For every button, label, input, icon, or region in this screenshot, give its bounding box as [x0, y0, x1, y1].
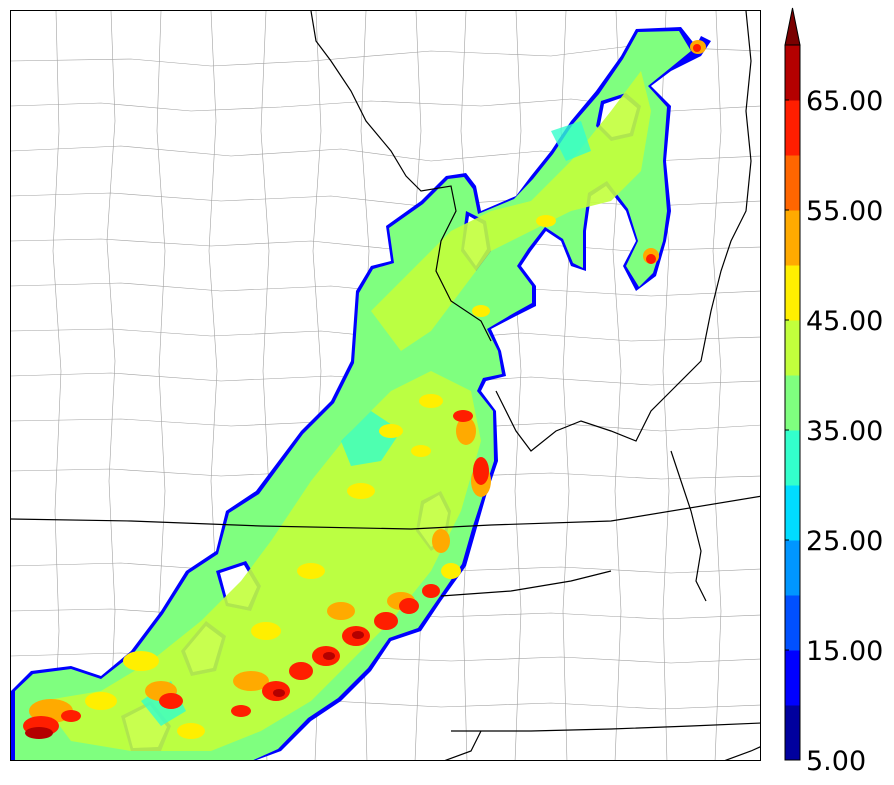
- reflectivity-swath: [11, 27, 711, 760]
- reflectivity-map: [11, 11, 760, 760]
- colorbar-segment: [785, 540, 800, 596]
- map-panel: [10, 10, 761, 761]
- colorbar-segment: [785, 155, 800, 211]
- colorbar-segment: [785, 705, 800, 761]
- colorbar-tick-label: 55.00: [806, 196, 883, 227]
- colorbar-outline: [784, 44, 801, 761]
- colorbar-tick-label: 5.00: [806, 746, 866, 777]
- colorbar-tick-label: 65.00: [806, 86, 883, 117]
- colorbar-segment: [785, 210, 800, 266]
- state-boundaries: [11, 11, 760, 760]
- colorbar-segment: [785, 595, 800, 651]
- colorbar-tick-label: 25.00: [806, 526, 883, 557]
- colorbar-segment: [785, 650, 800, 706]
- colorbar-segment: [785, 265, 800, 321]
- colorbar-segment: [785, 320, 800, 376]
- colorbar-tick-label: 15.00: [806, 636, 883, 667]
- colorbar-extend-arrow: [784, 7, 801, 46]
- colorbar-tick-label: 35.00: [806, 416, 883, 447]
- colorbar-segment: [785, 100, 800, 156]
- colorbar-segment: [785, 430, 800, 486]
- colorbar-segment: [785, 45, 800, 101]
- colorbar-segment: [785, 375, 800, 431]
- colorbar-segment: [785, 485, 800, 541]
- colorbar-tick-label: 45.00: [806, 306, 883, 337]
